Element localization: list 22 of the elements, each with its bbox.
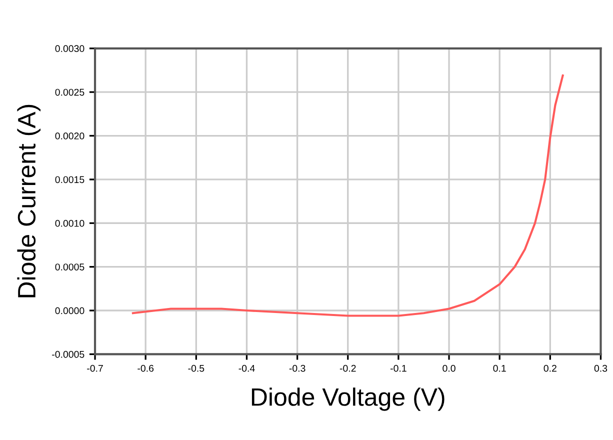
y-tick-label: 0.0005 [55, 264, 84, 270]
y-tick-label: 0.0015 [55, 176, 84, 184]
x-tick-label: -0.3 [289, 364, 306, 372]
y-tick-label: 0.0025 [55, 88, 84, 96]
x-axis-title: Diode Voltage (V) [252, 388, 444, 411]
line-series [132, 74, 564, 317]
x-tick-label: -0.2 [340, 364, 356, 372]
y-tick-label: 0.0000 [55, 307, 84, 314]
y-tick-label: 0.0030 [55, 45, 84, 52]
x-tick-label: -0.1 [390, 364, 406, 372]
y-axis-title: Diode Current (A) [17, 104, 41, 298]
y-tick-label: -0.0005 [52, 350, 84, 358]
y-tick-label: 0.0010 [55, 220, 84, 227]
x-tick-label: 0.2 [544, 364, 556, 372]
x-tick-label: -0.4 [238, 364, 255, 372]
x-tick-label: 0.0 [442, 364, 456, 372]
x-tick-label: -0.6 [138, 364, 154, 372]
y-tick-label: 0.0020 [55, 132, 84, 140]
x-tick-label: -0.5 [188, 364, 204, 372]
x-tick-label: -0.7 [87, 364, 103, 372]
x-tick-label: 0.1 [493, 364, 506, 372]
x-tick-label: 0.3 [594, 364, 608, 372]
